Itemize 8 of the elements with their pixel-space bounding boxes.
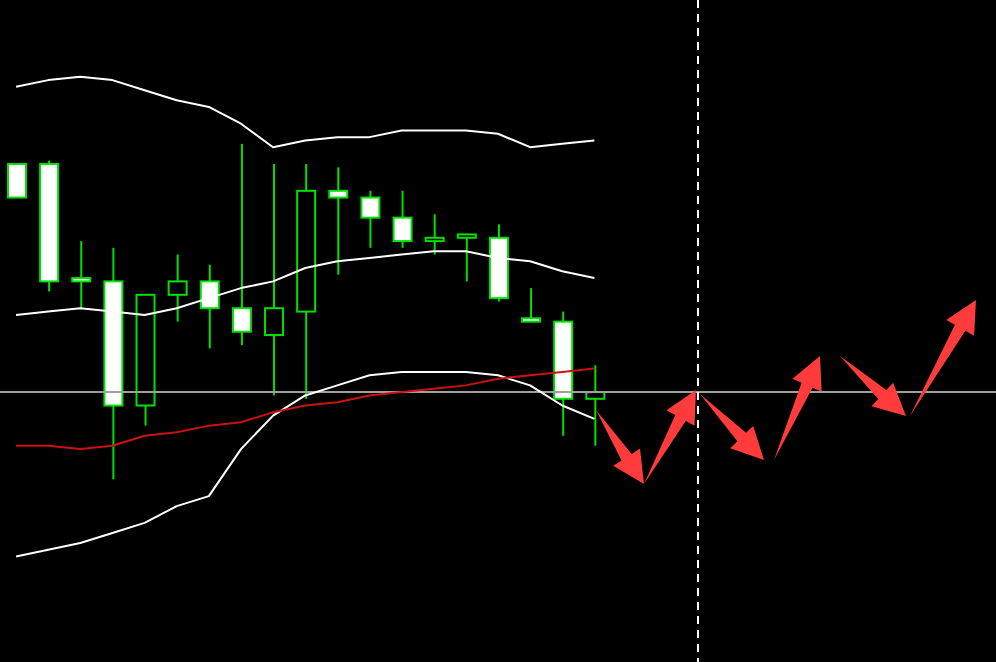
candlestick: [264, 162, 285, 397]
candlestick: [392, 189, 413, 249]
candlestick: [7, 162, 27, 199]
candlestick: [167, 253, 188, 323]
candlestick: [521, 287, 542, 323]
candlestick: [360, 189, 381, 249]
candlestick: [456, 233, 477, 283]
candlestick: [424, 213, 445, 256]
